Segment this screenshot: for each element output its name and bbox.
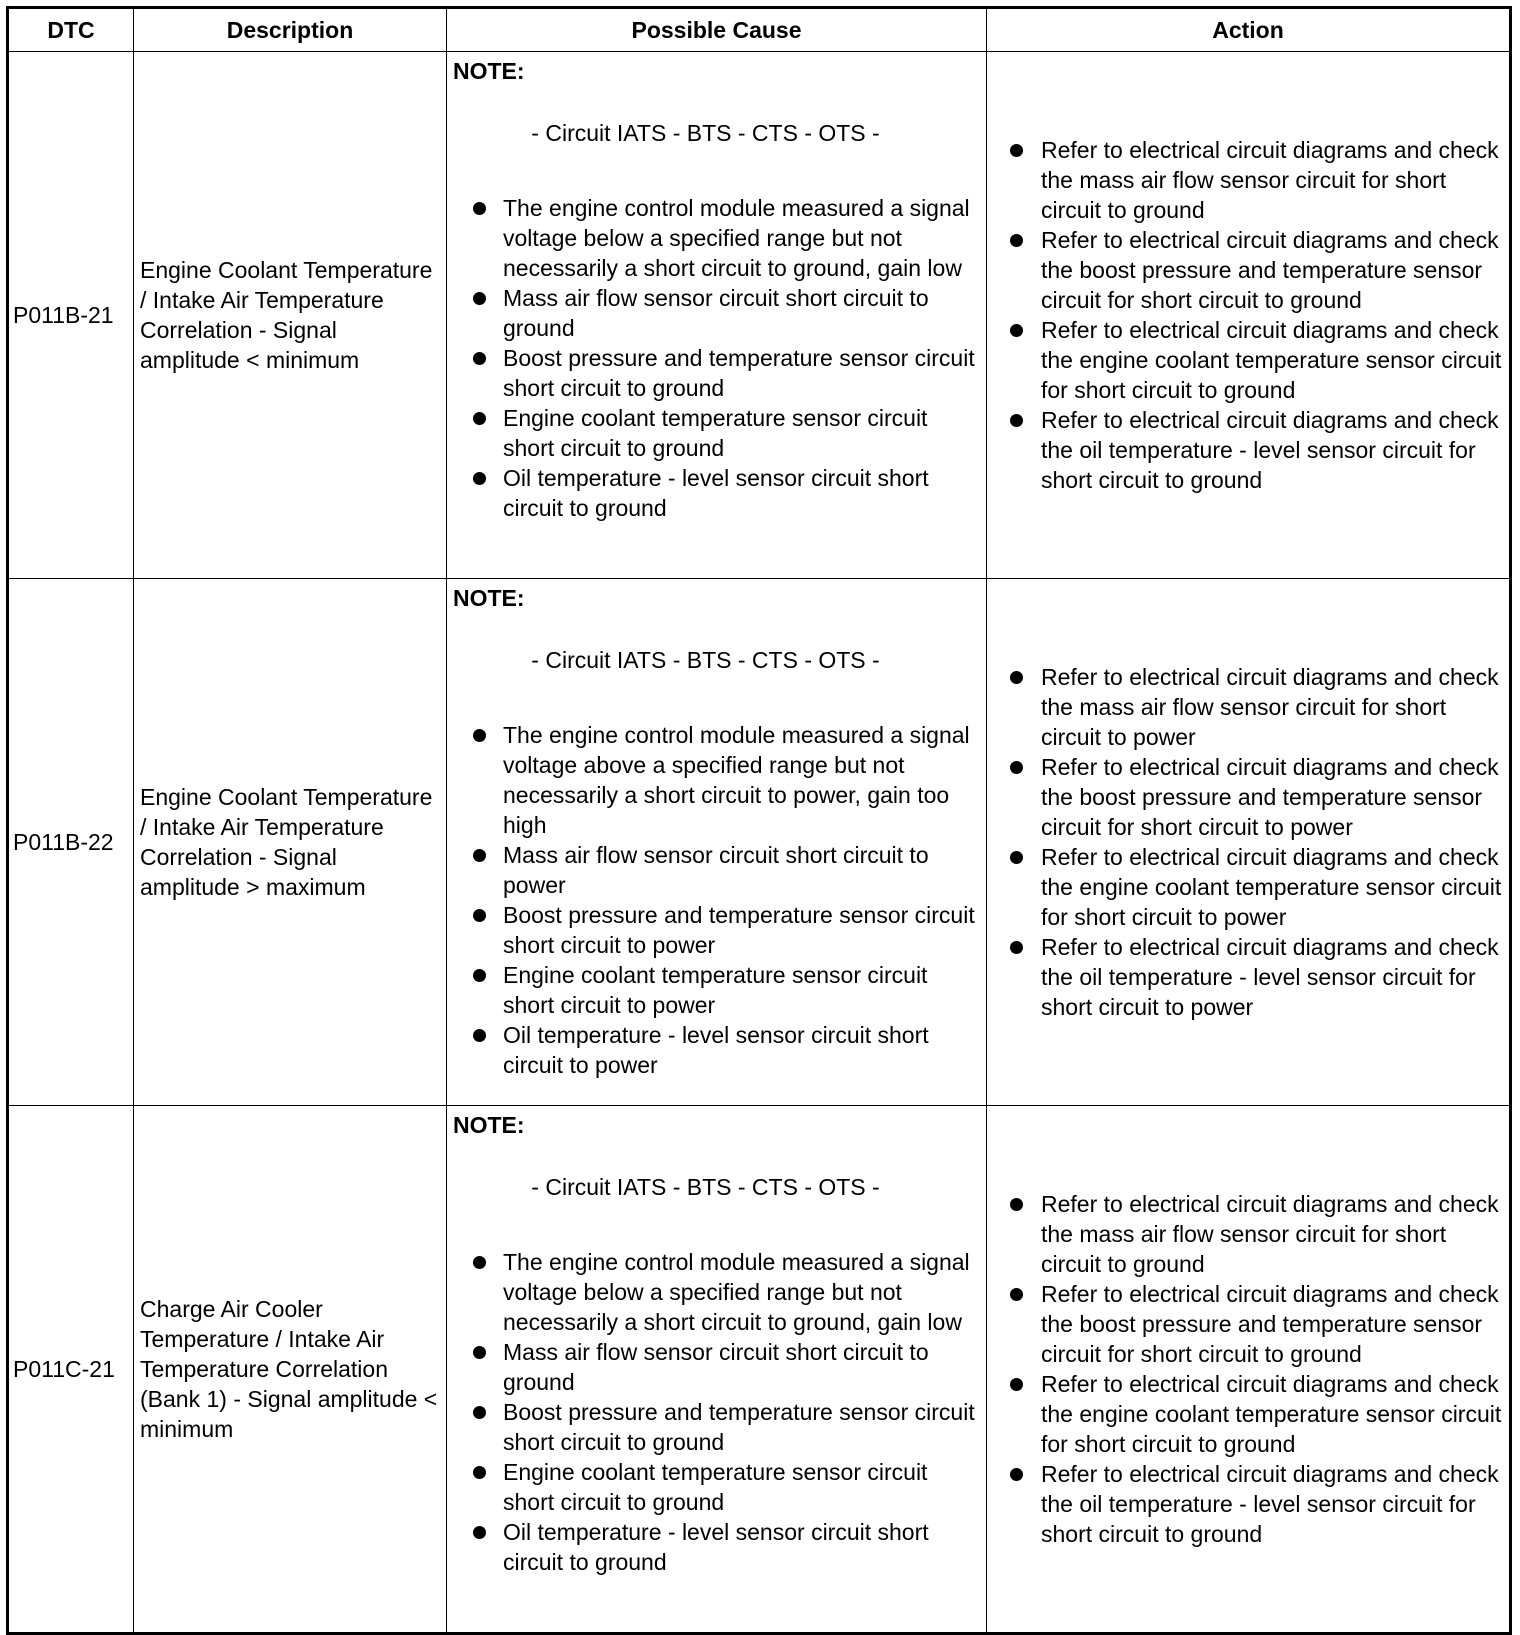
action-item: Refer to electrical circuit diagrams and…	[1007, 1369, 1505, 1459]
action-item: Refer to electrical circuit diagrams and…	[1007, 842, 1505, 932]
circuit-note: - Circuit IATS - BTS - CTS - OTS -	[531, 120, 880, 146]
action-item: Refer to electrical circuit diagrams and…	[1007, 1279, 1505, 1369]
action-list: Refer to electrical circuit diagrams and…	[1007, 662, 1505, 1022]
cause-item: Boost pressure and temperature sensor ci…	[453, 1397, 978, 1457]
cause-item: Mass air flow sensor circuit short circu…	[453, 1337, 978, 1397]
cause-item: Oil temperature - level sensor circuit s…	[453, 1020, 978, 1080]
action-list: Refer to electrical circuit diagrams and…	[1007, 135, 1505, 495]
action-item: Refer to electrical circuit diagrams and…	[1007, 1189, 1505, 1279]
cause-item: Boost pressure and temperature sensor ci…	[453, 900, 978, 960]
note-label: NOTE:	[453, 58, 525, 84]
note-label: NOTE:	[453, 585, 525, 611]
action-item: Refer to electrical circuit diagrams and…	[1007, 315, 1505, 405]
dtc-code: P011C-21	[7, 1105, 134, 1634]
action-item: Refer to electrical circuit diagrams and…	[1007, 662, 1505, 752]
cause-list: The engine control module measured a sig…	[453, 193, 978, 523]
circuit-note: - Circuit IATS - BTS - CTS - OTS -	[531, 647, 880, 673]
cause-item: The engine control module measured a sig…	[453, 720, 978, 840]
action-item: Refer to electrical circuit diagrams and…	[1007, 135, 1505, 225]
action-cell: Refer to electrical circuit diagrams and…	[986, 578, 1511, 1106]
dtc-code: P011B-22	[7, 578, 134, 1106]
cause-list: The engine control module measured a sig…	[453, 720, 978, 1080]
circuit-note: - Circuit IATS - BTS - CTS - OTS -	[531, 1174, 880, 1200]
cause-item: Oil temperature - level sensor circuit s…	[453, 463, 978, 523]
dtc-table: DTC Description Possible Cause Action P0…	[6, 6, 1512, 1635]
cause-item: The engine control module measured a sig…	[453, 1247, 978, 1337]
table-row: P011C-21 Charge Air Cooler Temperature /…	[7, 1105, 1511, 1634]
action-cell: Refer to electrical circuit diagrams and…	[986, 1105, 1511, 1634]
action-list: Refer to electrical circuit diagrams and…	[1007, 1189, 1505, 1549]
cause-item: Boost pressure and temperature sensor ci…	[453, 343, 978, 403]
table-row: P011B-22 Engine Coolant Temperature / In…	[7, 578, 1511, 1106]
table-row: P011B-21 Engine Coolant Temperature / In…	[7, 51, 1511, 579]
possible-cause-cell: NOTE: - Circuit IATS - BTS - CTS - OTS -…	[446, 51, 987, 579]
possible-cause-cell: NOTE: - Circuit IATS - BTS - CTS - OTS -…	[446, 578, 987, 1106]
dtc-description: Charge Air Cooler Temperature / Intake A…	[133, 1105, 447, 1634]
action-item: Refer to electrical circuit diagrams and…	[1007, 405, 1505, 495]
dtc-code: P011B-21	[7, 51, 134, 579]
header-row: DTC Description Possible Cause Action	[7, 7, 1511, 52]
cause-item: Mass air flow sensor circuit short circu…	[453, 840, 978, 900]
header-possible-cause: Possible Cause	[446, 7, 987, 52]
dtc-description: Engine Coolant Temperature / Intake Air …	[133, 578, 447, 1106]
cause-item: The engine control module measured a sig…	[453, 193, 978, 283]
action-item: Refer to electrical circuit diagrams and…	[1007, 225, 1505, 315]
header-dtc: DTC	[7, 7, 134, 52]
cause-item: Oil temperature - level sensor circuit s…	[453, 1517, 978, 1577]
action-cell: Refer to electrical circuit diagrams and…	[986, 51, 1511, 579]
header-description: Description	[133, 7, 447, 52]
action-item: Refer to electrical circuit diagrams and…	[1007, 1459, 1505, 1549]
cause-list: The engine control module measured a sig…	[453, 1247, 978, 1577]
note-label: NOTE:	[453, 1112, 525, 1138]
possible-cause-cell: NOTE: - Circuit IATS - BTS - CTS - OTS -…	[446, 1105, 987, 1634]
cause-item: Mass air flow sensor circuit short circu…	[453, 283, 978, 343]
cause-item: Engine coolant temperature sensor circui…	[453, 403, 978, 463]
action-item: Refer to electrical circuit diagrams and…	[1007, 752, 1505, 842]
header-action: Action	[986, 7, 1511, 52]
action-item: Refer to electrical circuit diagrams and…	[1007, 932, 1505, 1022]
dtc-description: Engine Coolant Temperature / Intake Air …	[133, 51, 447, 579]
cause-item: Engine coolant temperature sensor circui…	[453, 960, 978, 1020]
cause-item: Engine coolant temperature sensor circui…	[453, 1457, 978, 1517]
